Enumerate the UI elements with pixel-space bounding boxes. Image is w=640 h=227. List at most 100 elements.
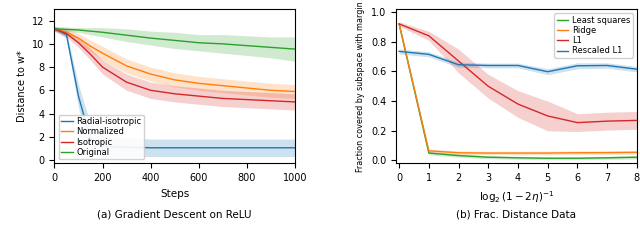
Legend: Radial-isotropic, Normalized, Isotropic, Original: Radial-isotropic, Normalized, Isotropic,… <box>59 115 144 159</box>
Original <box>219 42 227 45</box>
Radial-isotropic <box>243 146 251 149</box>
Ridge <box>425 149 433 152</box>
Line: Ridge: Ridge <box>399 24 637 153</box>
Original <box>86 30 94 32</box>
Rescaled L1 <box>425 53 433 56</box>
Ridge <box>396 22 403 25</box>
Line: Rescaled L1: Rescaled L1 <box>399 51 637 72</box>
Normalized <box>75 37 83 39</box>
L1 <box>454 60 462 62</box>
Least squares <box>484 156 492 159</box>
Radial-isotropic <box>171 146 179 149</box>
Rescaled L1 <box>454 63 462 66</box>
L1 <box>396 22 403 25</box>
Ridge <box>633 151 640 154</box>
Least squares <box>514 156 522 159</box>
X-axis label: $\log_2(1-2\eta)^{-1}$: $\log_2(1-2\eta)^{-1}$ <box>479 189 554 205</box>
Line: Least squares: Least squares <box>399 24 637 158</box>
Radial-isotropic <box>63 33 70 36</box>
Original <box>75 29 83 31</box>
Rescaled L1 <box>396 50 403 53</box>
Normalized <box>171 79 179 81</box>
Least squares <box>396 22 403 25</box>
Original <box>63 28 70 31</box>
Radial-isotropic <box>51 27 58 30</box>
Original <box>123 34 131 37</box>
Normalized <box>195 82 203 85</box>
Line: Radial-isotropic: Radial-isotropic <box>54 29 295 148</box>
Isotropic <box>75 41 83 44</box>
Ridge <box>573 151 581 154</box>
Isotropic <box>51 27 58 30</box>
Ridge <box>484 152 492 154</box>
Text: (a) Gradient Descent on ReLU: (a) Gradient Descent on ReLU <box>97 210 252 220</box>
Line: Normalized: Normalized <box>54 29 295 91</box>
Isotropic <box>63 32 70 35</box>
Rescaled L1 <box>573 64 581 67</box>
Isotropic <box>123 81 131 84</box>
Least squares <box>454 154 462 157</box>
Isotropic <box>219 97 227 100</box>
Least squares <box>604 156 611 159</box>
Line: Original: Original <box>54 29 295 49</box>
L1 <box>604 120 611 123</box>
Isotropic <box>171 92 179 95</box>
Line: L1: L1 <box>399 24 637 123</box>
Least squares <box>633 156 640 159</box>
Rescaled L1 <box>544 70 552 73</box>
Least squares <box>425 152 433 154</box>
Isotropic <box>99 66 106 69</box>
Radial-isotropic <box>219 146 227 149</box>
Rescaled L1 <box>604 64 611 67</box>
L1 <box>544 115 552 117</box>
Radial-isotropic <box>267 146 275 149</box>
Y-axis label: Fraction covered by subspace with margin: Fraction covered by subspace with margin <box>356 1 365 172</box>
Rescaled L1 <box>484 64 492 67</box>
Original <box>195 41 203 44</box>
Rescaled L1 <box>633 68 640 71</box>
Isotropic <box>243 98 251 101</box>
Radial-isotropic <box>75 95 83 97</box>
Isotropic <box>86 53 94 56</box>
Normalized <box>99 52 106 54</box>
Isotropic <box>195 95 203 97</box>
Isotropic <box>267 99 275 102</box>
Rescaled L1 <box>514 64 522 67</box>
Original <box>147 37 154 39</box>
Radial-isotropic <box>291 146 299 149</box>
Isotropic <box>147 89 154 92</box>
Normalized <box>291 90 299 93</box>
Radial-isotropic <box>195 146 203 149</box>
Original <box>267 46 275 49</box>
Least squares <box>573 157 581 160</box>
L1 <box>633 119 640 122</box>
Normalized <box>86 45 94 48</box>
Ridge <box>514 152 522 154</box>
Normalized <box>51 27 58 30</box>
Text: (b) Frac. Distance Data: (b) Frac. Distance Data <box>456 210 577 220</box>
Original <box>171 39 179 42</box>
L1 <box>514 103 522 105</box>
Normalized <box>147 73 154 75</box>
Original <box>99 31 106 34</box>
Normalized <box>267 89 275 92</box>
Normalized <box>219 84 227 87</box>
Original <box>51 27 58 30</box>
Normalized <box>63 31 70 34</box>
Least squares <box>544 157 552 160</box>
Ridge <box>544 152 552 154</box>
Radial-isotropic <box>86 138 94 141</box>
Line: Isotropic: Isotropic <box>54 29 295 102</box>
L1 <box>484 85 492 88</box>
Legend: Least squares, Ridge, L1, Rescaled L1: Least squares, Ridge, L1, Rescaled L1 <box>554 13 632 58</box>
L1 <box>425 35 433 37</box>
Normalized <box>243 87 251 89</box>
Ridge <box>604 151 611 154</box>
Original <box>291 48 299 50</box>
L1 <box>573 121 581 124</box>
Isotropic <box>291 101 299 103</box>
X-axis label: Steps: Steps <box>160 189 189 199</box>
Radial-isotropic <box>99 145 106 148</box>
Normalized <box>123 65 131 67</box>
Radial-isotropic <box>123 146 131 148</box>
